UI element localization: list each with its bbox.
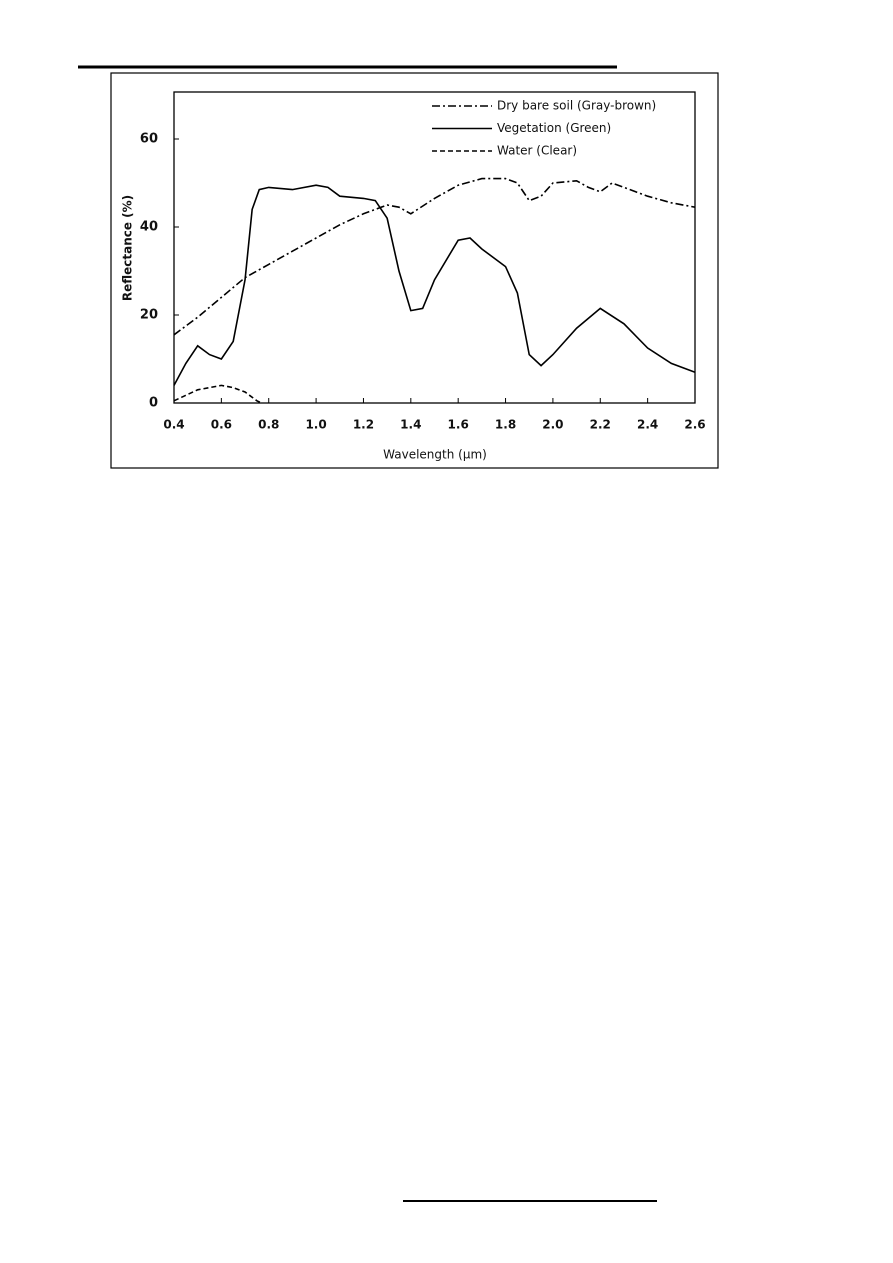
x-tick-label: 1.6 xyxy=(448,418,469,432)
x-tick-label: 2.6 xyxy=(684,418,705,432)
x-tick-label: 1.4 xyxy=(400,418,421,432)
x-tick-label: 1.0 xyxy=(305,418,326,432)
series-line xyxy=(173,184,696,386)
x-tick-label: 0.4 xyxy=(163,418,184,432)
figure-frame xyxy=(110,72,719,469)
x-tick-label: 0.8 xyxy=(258,418,279,432)
series-line xyxy=(173,384,262,404)
x-tick-label: 0.6 xyxy=(211,418,232,432)
x-tick-label: 1.8 xyxy=(495,418,516,432)
x-tick-label: 2.0 xyxy=(542,418,563,432)
y-tick-label: 0 xyxy=(149,396,158,411)
y-tick-label: 60 xyxy=(140,132,158,147)
legend-label: Dry bare soil (Gray-brown) xyxy=(497,99,656,113)
x-tick-label: 2.2 xyxy=(590,418,611,432)
y-tick-label: 20 xyxy=(140,308,158,323)
series-line xyxy=(173,177,696,336)
x-tick-label: 2.4 xyxy=(637,418,658,432)
y-axis-label: Reflectance (%) xyxy=(121,195,135,301)
x-axis-label: Wavelength (μm) xyxy=(383,448,487,462)
plot-frame xyxy=(173,91,696,404)
x-tick-label: 1.2 xyxy=(353,418,374,432)
legend-label: Vegetation (Green) xyxy=(497,121,611,135)
y-tick-label: 40 xyxy=(140,220,158,235)
legend-label: Water (Clear) xyxy=(497,144,577,158)
